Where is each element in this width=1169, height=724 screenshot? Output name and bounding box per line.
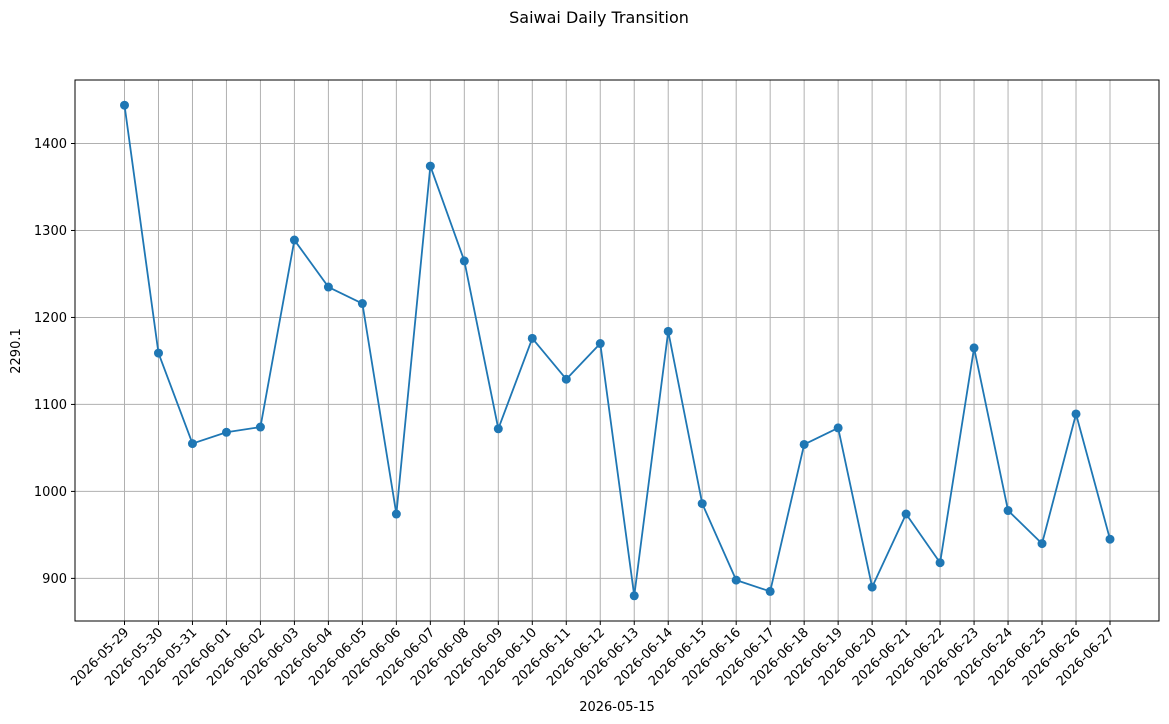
y-tick-label: 1300 [34,224,67,239]
data-point [1003,506,1013,516]
grid-lines [75,80,1159,621]
data-point [459,256,469,266]
y-tick-label: 1400 [34,137,67,152]
data-point [1071,409,1081,419]
data-point [153,348,163,358]
data-point [425,161,435,171]
data-point [255,422,265,432]
y-axis-ticks: 900 1000 1100 1200 1300 1400 [34,137,75,587]
data-point [289,235,299,245]
data-point [629,591,639,601]
data-point [187,439,197,449]
data-point [969,343,979,353]
y-tick-label: 1200 [34,311,67,326]
y-axis-label: 2290.1 [9,328,24,374]
data-point [527,333,537,343]
data-point [391,509,401,519]
data-point [221,427,231,437]
data-point [935,558,945,568]
data-point [901,509,911,519]
data-point [1037,539,1047,549]
chart-title: Saiwai Daily Transition [509,8,689,27]
data-point [595,339,605,349]
x-axis-label: 2026-05-15 [579,700,655,715]
data-point [561,374,571,384]
series-line [123,105,1111,597]
data-point [120,100,129,110]
y-tick-label: 1100 [34,398,67,413]
y-tick-label: 1000 [34,485,67,500]
data-point [697,499,707,509]
data-point [799,439,809,449]
x-axis-ticks: 2026-05-292026-05-302026-05-312026-06-01… [68,621,1118,689]
data-point [493,424,503,434]
data-point [867,582,877,592]
data-point [833,423,843,433]
y-tick-label: 900 [42,572,67,587]
data-point [663,326,673,336]
data-point [1105,534,1115,544]
data-point [323,282,333,292]
data-point [765,586,775,596]
data-point [357,299,367,309]
data-point [731,575,741,585]
plot-area-frame [74,79,1160,622]
series-plot [120,100,1115,601]
